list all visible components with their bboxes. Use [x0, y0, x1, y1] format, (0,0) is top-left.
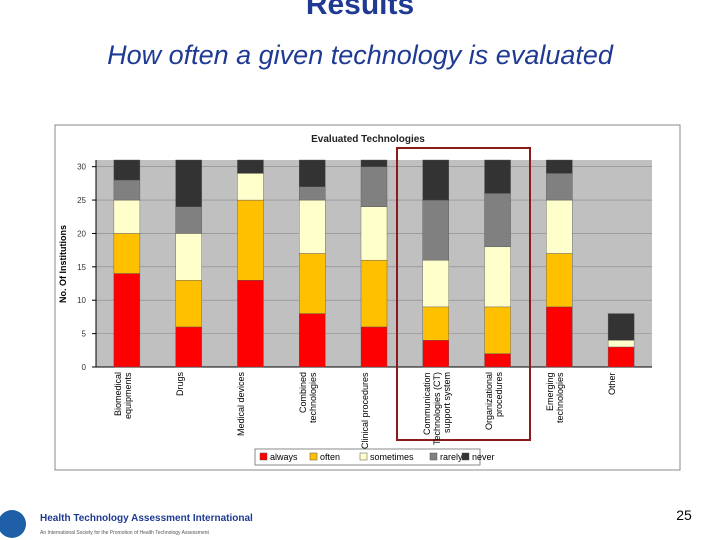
- highlight-box: [396, 147, 531, 441]
- bar-segment: [546, 173, 573, 201]
- bar-segment: [422, 199, 449, 261]
- bar-segment: [113, 159, 141, 181]
- bar-segment: [422, 259, 449, 308]
- x-tick-label: Drugs: [174, 372, 185, 397]
- legend-label: rarely: [440, 452, 463, 462]
- legend-swatch: [359, 452, 368, 461]
- bar-segment: [113, 233, 141, 274]
- footer-organization: Health Technology Assessment Internation…: [40, 513, 253, 524]
- bar-segment: [175, 326, 202, 368]
- bar-segment: [360, 166, 388, 207]
- y-axis-label: No. Of Institutions: [58, 225, 68, 303]
- slide-title: Results: [306, 0, 414, 21]
- chart-title: Evaluated Technologies: [311, 134, 425, 145]
- bar-segment: [360, 159, 388, 167]
- bar-segment: [237, 159, 264, 174]
- y-tick-label: 0: [82, 363, 87, 372]
- bar-segment: [484, 159, 511, 194]
- bar-segment: [237, 173, 264, 201]
- bar-segment: [299, 199, 326, 254]
- bar-segment: [546, 306, 573, 368]
- legend-swatch: [429, 452, 438, 461]
- bar-segment: [113, 179, 141, 201]
- bar-segment: [113, 273, 141, 368]
- bar-segment: [175, 206, 202, 234]
- y-tick-label: 20: [77, 229, 86, 238]
- bar-segment: [422, 340, 449, 368]
- legend-label: never: [472, 452, 495, 462]
- x-tick-label: Biomedical equipments: [112, 372, 133, 419]
- bar-segment: [299, 159, 326, 187]
- x-tick-label: Other: [607, 372, 618, 395]
- y-tick-label: 30: [77, 163, 86, 172]
- legend-swatch: [309, 452, 318, 461]
- bar-segment: [360, 206, 388, 261]
- bar-segment: [607, 340, 635, 348]
- bar-segment: [175, 279, 202, 328]
- x-tick-label: Communication Technologies (CT) support …: [421, 372, 452, 446]
- bar-segment: [422, 306, 449, 341]
- bar-segment: [299, 186, 326, 201]
- bar-segment: [299, 313, 326, 368]
- bar-segment: [484, 353, 511, 368]
- legend-label: always: [270, 452, 298, 462]
- legend-label: often: [320, 452, 340, 462]
- y-tick-label: 15: [77, 263, 86, 272]
- y-tick-label: 10: [77, 296, 86, 305]
- bar-segment: [546, 253, 573, 308]
- logo-icon: [0, 510, 26, 538]
- bar-segment: [546, 199, 573, 254]
- bar-segment: [484, 246, 511, 308]
- bar-segment: [175, 233, 202, 281]
- bar-segment: [607, 313, 635, 341]
- legend-label: sometimes: [370, 452, 414, 462]
- x-tick-label: Clinical procedures: [360, 372, 370, 449]
- bar-segment: [237, 199, 264, 281]
- footer-tagline: An International Society for the Promoti…: [40, 530, 210, 536]
- bar-segment: [360, 259, 388, 328]
- bar-segment: [360, 326, 388, 368]
- bar-segment: [299, 253, 326, 314]
- y-tick-label: 5: [82, 330, 87, 339]
- bar-segment: [484, 193, 511, 248]
- bar-segment: [113, 199, 141, 234]
- slide-subtitle: How often a given technology is evaluate…: [107, 40, 614, 70]
- y-tick-label: 25: [77, 196, 86, 205]
- x-tick-label: Organizational procedures: [483, 372, 504, 431]
- x-tick-label: Combined technologies: [298, 372, 319, 423]
- x-tick-label: Emerging technologies: [545, 372, 566, 423]
- legend-swatch: [259, 452, 268, 461]
- bar-segment: [607, 346, 635, 368]
- bar-segment: [422, 159, 449, 201]
- bar-segment: [237, 279, 264, 368]
- bar-segment: [175, 159, 202, 207]
- x-tick-label: Medical devices: [236, 372, 247, 437]
- bar-segment: [546, 159, 573, 174]
- bar-segment: [484, 306, 511, 354]
- legend-swatch: [461, 452, 470, 461]
- page-number: 25: [676, 507, 692, 523]
